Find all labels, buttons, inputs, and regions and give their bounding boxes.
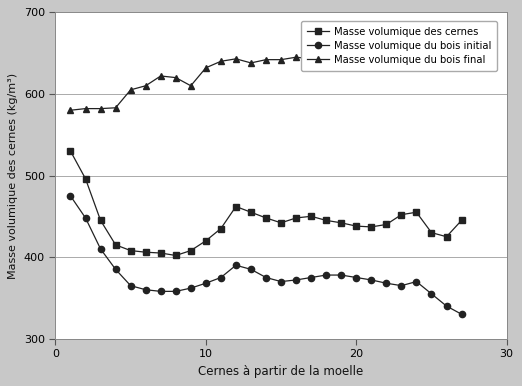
Masse volumique des cernes [158, 251, 164, 256]
Masse volumique du bois initial [413, 279, 420, 284]
Masse volumique du bois initial [173, 289, 179, 294]
Masse volumique des cernes [127, 248, 134, 253]
Masse volumique du bois initial [323, 273, 329, 278]
Masse volumique des cernes [82, 176, 89, 181]
Masse volumique des cernes [98, 218, 104, 223]
Masse volumique des cernes [338, 220, 345, 225]
Masse volumique du bois final [127, 88, 134, 92]
Masse volumique du bois final [112, 105, 118, 110]
Masse volumique des cernes [233, 204, 239, 209]
Masse volumique des cernes [188, 248, 194, 253]
Masse volumique des cernes [353, 224, 359, 229]
Masse volumique du bois final [188, 83, 194, 88]
Masse volumique du bois final [82, 106, 89, 111]
Legend: Masse volumique des cernes, Masse volumique du bois initial, Masse volumique du : Masse volumique des cernes, Masse volumi… [301, 20, 497, 71]
Masse volumique des cernes [203, 239, 209, 243]
Masse volumique du bois initial [429, 291, 435, 296]
Masse volumique du bois final [353, 51, 359, 56]
Masse volumique du bois initial [398, 283, 405, 288]
Masse volumique des cernes [112, 242, 118, 247]
Masse volumique des cernes [67, 149, 74, 153]
Masse volumique des cernes [413, 210, 420, 215]
Masse volumique du bois initial [233, 263, 239, 267]
Masse volumique du bois final [158, 74, 164, 78]
Masse volumique des cernes [368, 225, 374, 229]
Masse volumique du bois final [383, 59, 389, 64]
Masse volumique du bois final [338, 52, 345, 57]
Masse volumique des cernes [443, 234, 449, 239]
Masse volumique des cernes [278, 220, 284, 225]
Masse volumique du bois final [413, 56, 420, 61]
Masse volumique du bois final [458, 53, 465, 58]
Masse volumique du bois final [429, 51, 435, 56]
Line: Masse volumique des cernes: Masse volumique des cernes [67, 148, 465, 259]
Masse volumique du bois final [67, 108, 74, 113]
Masse volumique du bois initial [383, 281, 389, 286]
Masse volumique des cernes [263, 216, 269, 220]
Masse volumique des cernes [308, 214, 314, 218]
Masse volumique du bois initial [112, 267, 118, 272]
Masse volumique du bois initial [127, 283, 134, 288]
Masse volumique du bois initial [368, 278, 374, 282]
X-axis label: Cernes à partir de la moelle: Cernes à partir de la moelle [198, 365, 364, 378]
Masse volumique du bois initial [188, 286, 194, 290]
Y-axis label: Masse volumique des cernes (kg/m³): Masse volumique des cernes (kg/m³) [8, 73, 18, 279]
Masse volumique du bois final [173, 75, 179, 80]
Masse volumique du bois initial [263, 275, 269, 280]
Masse volumique du bois initial [293, 278, 299, 282]
Masse volumique du bois final [98, 106, 104, 111]
Masse volumique du bois initial [443, 304, 449, 308]
Masse volumique du bois final [218, 59, 224, 64]
Masse volumique des cernes [218, 226, 224, 231]
Masse volumique du bois initial [67, 194, 74, 198]
Masse volumique du bois initial [458, 312, 465, 317]
Masse volumique du bois final [263, 58, 269, 62]
Masse volumique du bois initial [338, 273, 345, 278]
Masse volumique des cernes [173, 253, 179, 258]
Masse volumique du bois final [203, 66, 209, 70]
Line: Masse volumique du bois initial: Masse volumique du bois initial [67, 193, 465, 317]
Masse volumique des cernes [143, 250, 149, 254]
Masse volumique des cernes [248, 210, 254, 215]
Masse volumique du bois final [143, 83, 149, 88]
Masse volumique du bois initial [248, 267, 254, 272]
Masse volumique des cernes [323, 218, 329, 223]
Masse volumique du bois final [308, 56, 314, 61]
Masse volumique des cernes [383, 222, 389, 227]
Masse volumique du bois initial [143, 288, 149, 292]
Masse volumique du bois final [368, 56, 374, 61]
Masse volumique du bois initial [353, 275, 359, 280]
Masse volumique des cernes [398, 212, 405, 217]
Masse volumique du bois final [398, 61, 405, 65]
Masse volumique du bois initial [278, 279, 284, 284]
Masse volumique des cernes [293, 216, 299, 220]
Masse volumique du bois initial [218, 275, 224, 280]
Line: Masse volumique du bois final: Masse volumique du bois final [67, 50, 465, 113]
Masse volumique du bois initial [98, 247, 104, 251]
Masse volumique des cernes [429, 230, 435, 235]
Masse volumique du bois final [248, 61, 254, 65]
Masse volumique du bois final [323, 56, 329, 61]
Masse volumique du bois final [233, 56, 239, 61]
Masse volumique du bois initial [82, 216, 89, 220]
Masse volumique du bois initial [308, 275, 314, 280]
Masse volumique du bois final [443, 61, 449, 65]
Masse volumique du bois initial [158, 289, 164, 294]
Masse volumique des cernes [458, 218, 465, 223]
Masse volumique du bois final [293, 55, 299, 59]
Masse volumique du bois initial [203, 281, 209, 286]
Masse volumique du bois final [278, 58, 284, 62]
